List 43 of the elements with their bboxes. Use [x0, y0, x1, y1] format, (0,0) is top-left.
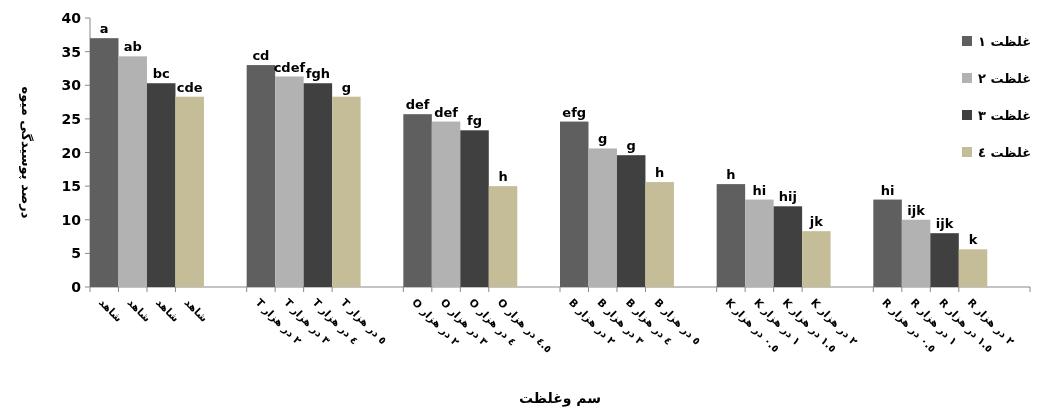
x-tick-label: شاهد — [153, 295, 182, 324]
data-label: jk — [808, 214, 824, 230]
data-label: a — [99, 21, 109, 37]
data-label: h — [498, 169, 508, 185]
data-label: hi — [752, 182, 767, 198]
y-tick-label: 35 — [61, 43, 81, 60]
data-label: ijk — [907, 202, 926, 218]
y-tick-label: 25 — [61, 110, 81, 127]
data-label: def — [434, 104, 459, 120]
data-label: def — [405, 97, 430, 113]
y-tick-label: 15 — [61, 178, 81, 195]
data-label: cdef — [273, 59, 306, 75]
data-label: efg — [562, 104, 587, 120]
data-label: g — [341, 79, 352, 95]
data-label: fgh — [305, 66, 330, 82]
x-tick-label: شاهد — [96, 295, 125, 324]
x-axis-title: سم وغلظت — [518, 390, 602, 407]
data-label: cde — [176, 79, 203, 95]
x-tick-label: شاهد — [182, 295, 211, 324]
y-axis-title: درصد پوسیدگی میوه — [19, 86, 34, 219]
legend-label: غلظت ٣ — [978, 108, 1032, 123]
data-label: bc — [152, 66, 170, 82]
data-label: fg — [467, 113, 483, 129]
y-tick-label: 20 — [61, 144, 82, 161]
data-label: k — [968, 232, 978, 248]
data-label: ijk — [935, 216, 954, 232]
data-label: g — [626, 138, 636, 154]
data-label: hij — [778, 189, 797, 205]
data-label: h — [655, 165, 665, 181]
y-tick-label: 40 — [61, 10, 82, 26]
data-label: cd — [252, 48, 270, 64]
data-label: ab — [123, 39, 142, 55]
data-label: h — [726, 167, 736, 183]
data-label: hi — [880, 182, 895, 198]
y-tick-label: 30 — [61, 77, 82, 94]
y-tick-label: 5 — [71, 245, 81, 262]
legend-label: غلظت ٤ — [978, 145, 1032, 160]
x-tick-label: شاهد — [125, 295, 154, 324]
data-label: g — [598, 131, 608, 147]
legend-label: غلظت ١ — [978, 34, 1032, 49]
legend-label: غلظت ٢ — [978, 71, 1032, 86]
y-tick-label: 10 — [61, 211, 82, 228]
y-tick-label: 0 — [71, 279, 82, 295]
